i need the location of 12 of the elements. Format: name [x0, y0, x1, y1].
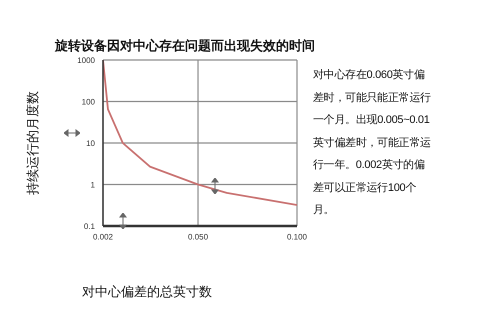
chart-title: 旋转设备因对中心存在问题而出现失效的时间 — [55, 37, 315, 55]
y-tick-label: 100 — [82, 97, 96, 106]
y-tick-label: 1000 — [77, 56, 96, 65]
x-axis-title: 对中心偏差的总英寸数 — [82, 283, 212, 301]
x-tick-label: 0.050 — [188, 232, 209, 242]
y-tick-label: 1 — [90, 180, 96, 190]
y-axis-title: 持续运行的月度数 — [24, 91, 41, 195]
y-tick-label: 0.1 — [84, 222, 96, 231]
x-tick-label: 0.100 — [286, 232, 308, 242]
y-tick-label: 10 — [86, 138, 96, 148]
text: 对中心存在0.060英寸偏差时，可能只能正常运行一个月。出现0.005~0.01英寸偏差时，可能正常运行一年。0.002英寸的偏差可以正常运行100个月。 — [313, 68, 431, 218]
x-tick-label: 0.002 — [92, 232, 114, 242]
